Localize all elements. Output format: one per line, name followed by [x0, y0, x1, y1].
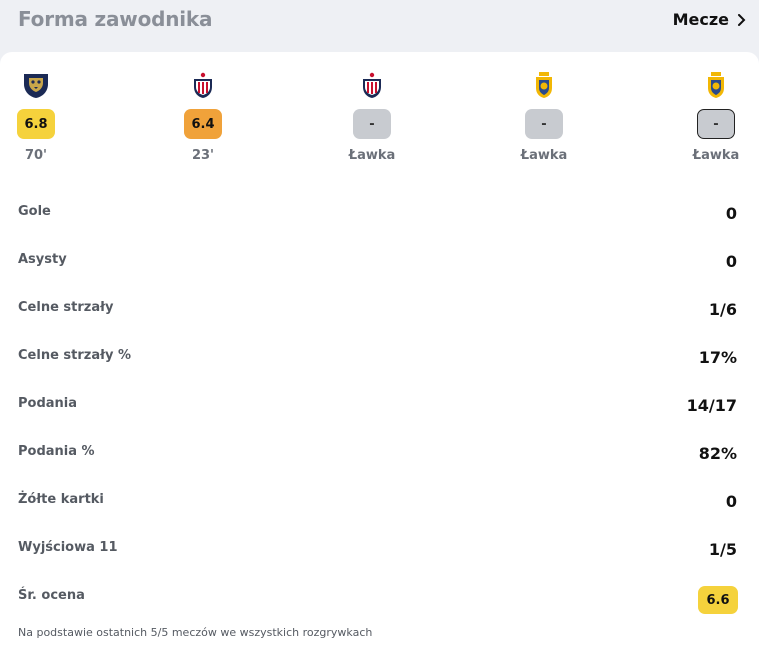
stats-list: Gole 0 Asysty 0 Celne strzały 1/6 Celne … [0, 200, 759, 632]
tigres-crest-icon [708, 72, 724, 98]
minutes-played: Ławka [348, 148, 396, 163]
chivas-crest-icon [194, 72, 212, 98]
match-rating-badge-selected: - [697, 109, 735, 139]
stat-row-starting-eleven: Wyjściowa 11 1/5 [0, 536, 759, 584]
stat-value: 0 [725, 252, 737, 271]
stat-row-goals: Gole 0 [0, 200, 759, 248]
pumas-crest-icon [24, 74, 48, 98]
match-item[interactable]: - Ławka [504, 70, 584, 163]
stat-row-assists: Asysty 0 [0, 248, 759, 296]
match-rating-badge: - [353, 109, 391, 139]
section-header: Forma zawodnika Mecze [0, 0, 759, 52]
stat-label: Asysty [18, 252, 67, 267]
match-item[interactable]: 6.4 23' [163, 70, 243, 163]
stat-value: 0 [725, 204, 737, 223]
match-rating-badge: 6.4 [184, 109, 222, 139]
chivas-crest-icon [363, 72, 381, 98]
stat-label: Podania % [18, 444, 95, 459]
minutes-played: 23' [191, 148, 215, 163]
stat-label: Gole [18, 204, 51, 219]
section-title: Forma zawodnika [18, 7, 213, 31]
stat-row-yellow-cards: Żółte kartki 0 [0, 488, 759, 536]
recent-matches: 6.8 70' 6.4 23' [0, 70, 759, 180]
minutes-played: 70' [24, 148, 48, 163]
matches-link[interactable]: Mecze [673, 10, 747, 29]
stat-row-shots-on-target-pct: Celne strzały % 17% [0, 344, 759, 392]
stat-row-shots-on-target: Celne strzały 1/6 [0, 296, 759, 344]
tigres-crest-icon [536, 72, 552, 98]
minutes-played: Ławka [692, 148, 740, 163]
match-item[interactable]: - Ławka [332, 70, 412, 163]
stat-label: Celne strzały % [18, 348, 131, 363]
player-form-card: 6.8 70' 6.4 23' [0, 52, 759, 656]
stat-label: Śr. ocena [18, 588, 85, 603]
match-rating-badge: 6.8 [17, 109, 55, 139]
stat-label: Żółte kartki [18, 492, 104, 507]
stat-value: 14/17 [686, 396, 737, 415]
stat-row-passes: Podania 14/17 [0, 392, 759, 440]
minutes-played: Ławka [520, 148, 568, 163]
stat-label: Wyjściowa 11 [18, 540, 118, 555]
average-rating-badge: 6.6 [698, 586, 738, 614]
stat-value: 17% [698, 348, 737, 367]
stat-value: 0 [725, 492, 737, 511]
stat-value: 82% [698, 444, 737, 463]
chevron-right-icon [738, 13, 746, 26]
stat-row-passes-pct: Podania % 82% [0, 440, 759, 488]
stat-row-average-rating: Śr. ocena [0, 584, 759, 632]
match-item[interactable]: - Ławka [676, 70, 756, 163]
stat-label: Celne strzały [18, 300, 114, 315]
match-item[interactable]: 6.8 70' [0, 70, 76, 163]
footnote: Na podstawie ostatnich 5/5 meczów we wsz… [18, 626, 373, 639]
match-rating-badge: - [525, 109, 563, 139]
stat-value: 1/6 [708, 300, 737, 319]
matches-link-label: Mecze [672, 10, 729, 29]
stat-label: Podania [18, 396, 78, 411]
stat-value: 1/5 [708, 540, 737, 559]
